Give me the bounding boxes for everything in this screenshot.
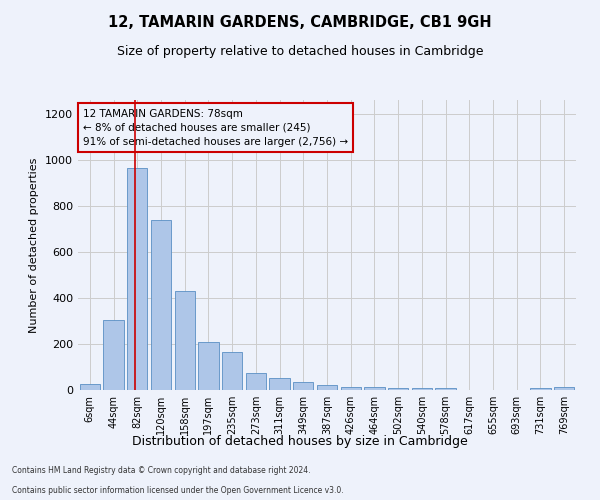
Text: Size of property relative to detached houses in Cambridge: Size of property relative to detached ho… [117, 45, 483, 58]
Bar [222, 352, 242, 390]
Bar [412, 388, 432, 390]
Bar [246, 372, 266, 390]
Bar [554, 386, 574, 390]
Bar [341, 386, 361, 390]
Text: Contains HM Land Registry data © Crown copyright and database right 2024.: Contains HM Land Registry data © Crown c… [12, 466, 311, 475]
Text: Contains public sector information licensed under the Open Government Licence v3: Contains public sector information licen… [12, 486, 344, 495]
Bar [127, 168, 148, 390]
Y-axis label: Number of detached properties: Number of detached properties [29, 158, 40, 332]
Bar [103, 320, 124, 390]
Bar [530, 388, 551, 390]
Bar [269, 378, 290, 390]
Text: 12, TAMARIN GARDENS, CAMBRIDGE, CB1 9GH: 12, TAMARIN GARDENS, CAMBRIDGE, CB1 9GH [108, 15, 492, 30]
Bar [436, 388, 455, 390]
Bar [364, 386, 385, 390]
Text: Distribution of detached houses by size in Cambridge: Distribution of detached houses by size … [132, 435, 468, 448]
Bar [151, 220, 171, 390]
Bar [80, 384, 100, 390]
Bar [317, 386, 337, 390]
Text: 12 TAMARIN GARDENS: 78sqm
← 8% of detached houses are smaller (245)
91% of semi-: 12 TAMARIN GARDENS: 78sqm ← 8% of detach… [83, 108, 348, 146]
Bar [293, 382, 313, 390]
Bar [388, 388, 408, 390]
Bar [199, 342, 218, 390]
Bar [175, 291, 195, 390]
